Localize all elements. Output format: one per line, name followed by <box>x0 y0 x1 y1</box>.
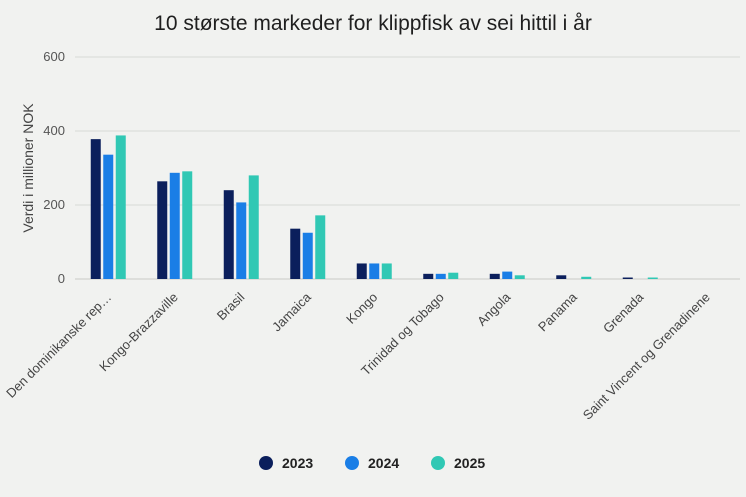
gridlines: 0 200 400 600 <box>43 49 740 286</box>
bar-2023-2 <box>223 190 234 279</box>
legend-label-2024: 2024 <box>368 455 399 471</box>
bar-2023-8 <box>622 277 633 279</box>
bar-2024-6 <box>502 271 513 279</box>
legend-marker-2024 <box>345 456 359 470</box>
bar-2023-6 <box>489 273 500 279</box>
x-category-label: Panama <box>535 289 580 334</box>
x-category-label: Grenada <box>600 289 647 336</box>
x-category-label: Jamaica <box>269 289 314 334</box>
bar-2025-8 <box>647 277 658 279</box>
x-category-label: Saint Vincent og Grenadinene <box>580 290 713 423</box>
bar-2023-7 <box>556 275 567 279</box>
x-axis-categories: Den dominikanske rep…Kongo-Brazzaville Br… <box>3 289 713 423</box>
y-axis-label: Verdi i millioner NOK <box>20 103 36 233</box>
legend-label-2023: 2023 <box>282 455 313 471</box>
y-tick-label: 600 <box>43 49 65 64</box>
y-tick-label: 400 <box>43 123 65 138</box>
bar-2025-7 <box>581 276 592 279</box>
x-category-label: Kongo <box>343 290 380 327</box>
bars <box>90 135 658 279</box>
x-category-label: Angola <box>474 289 514 329</box>
bar-2025-2 <box>248 175 259 279</box>
y-tick-label: 0 <box>58 271 65 286</box>
legend-marker-2025 <box>431 456 445 470</box>
bar-2025-0 <box>115 135 126 279</box>
bar-2023-0 <box>90 139 101 279</box>
bar-2023-5 <box>423 273 434 279</box>
legend: 2023 2024 2025 <box>259 455 485 471</box>
bar-2024-1 <box>169 172 180 279</box>
bar-2024-0 <box>103 154 114 279</box>
bar-2025-5 <box>448 272 459 279</box>
bar-2023-3 <box>290 228 301 279</box>
bar-2023-1 <box>157 181 168 279</box>
bar-2025-4 <box>381 263 392 279</box>
x-category-label: Brasil <box>214 289 248 323</box>
bar-2024-5 <box>435 273 446 279</box>
bar-2025-3 <box>315 215 326 279</box>
bar-2025-1 <box>182 171 193 279</box>
bar-2024-4 <box>369 263 380 279</box>
chart-title: 10 største markeder for klippfisk av sei… <box>154 12 592 35</box>
legend-marker-2023 <box>259 456 273 470</box>
bar-2023-4 <box>356 263 367 279</box>
legend-label-2025: 2025 <box>454 455 485 471</box>
bar-2024-2 <box>236 202 247 279</box>
bar-2024-3 <box>302 232 313 279</box>
y-tick-label: 200 <box>43 197 65 212</box>
bar-2025-6 <box>514 275 525 279</box>
x-category-label: Den dominikanske rep… <box>3 290 114 401</box>
